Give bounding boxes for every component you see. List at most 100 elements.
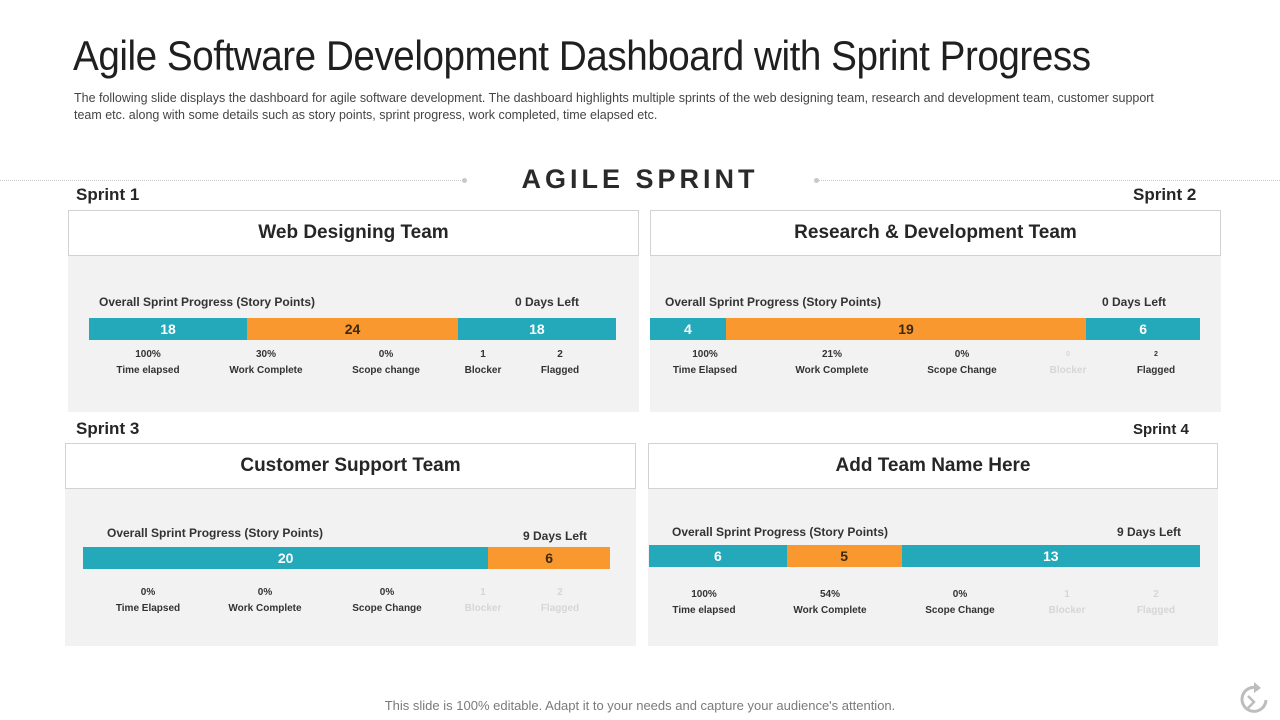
divider-left: [0, 180, 465, 181]
stat-label: Blocker: [1049, 365, 1087, 376]
sprint-1-days-left: 0 Days Left: [515, 295, 580, 309]
stat-label: Blocker: [464, 603, 502, 614]
stat-label: Scope Change: [925, 605, 995, 616]
progress-segment: 6: [1086, 318, 1200, 340]
stat-value: 100%: [135, 349, 161, 360]
sprint-3-panel: Customer Support Team Overall Sprint Pro…: [65, 443, 636, 646]
stat-value: 30%: [255, 349, 276, 360]
sprint-3-progress-label: Overall Sprint Progress (Story Points): [107, 526, 324, 540]
sprint-2-label: Sprint 2: [1133, 185, 1197, 204]
sprint-3-label: Sprint 3: [76, 419, 140, 438]
progress-segment: 18: [457, 318, 616, 340]
stat-label: Blocker: [464, 365, 502, 376]
stat-value: 2: [1153, 589, 1159, 600]
sprint-1-stat-flagged: 2 Flagged: [505, 347, 615, 379]
sprint-1-progress-bar: 18 24 18: [89, 318, 616, 340]
stat-label: Scope Change: [927, 365, 997, 376]
sprint-3-days-left: 9 Days Left: [523, 529, 588, 543]
stat-value: 54%: [819, 589, 840, 600]
sprint-2-stat-scope-change: 0% Scope Change: [907, 347, 1017, 379]
stat-label: Time Elapsed: [115, 603, 181, 614]
progress-segment: 18: [89, 318, 248, 340]
stat-label: Work Complete: [229, 365, 303, 376]
sprint-4-days-left: 9 Days Left: [1117, 525, 1182, 539]
sprint-1-progress-label: Overall Sprint Progress (Story Points): [99, 295, 316, 309]
stat-label: Work Complete: [793, 605, 867, 616]
stat-label: Scope Change: [352, 603, 422, 614]
refresh-arrow-icon: [1240, 682, 1268, 713]
sprint-4-stat-blocker: 1 Blocker: [1012, 587, 1122, 619]
section-title: AGILE SPRINT: [521, 164, 759, 194]
sprint-1-label: Sprint 1: [76, 185, 140, 204]
sprint-1-stat-work-complete: 30% Work Complete: [211, 347, 321, 379]
stat-label: Blocker: [1048, 605, 1086, 616]
footer-note: This slide is 100% editable. Adapt it to…: [384, 698, 896, 713]
sprint-4-stat-scope-change: 0% Scope Change: [905, 587, 1015, 619]
sprint-3-stat-flagged: 2 Flagged: [505, 585, 615, 617]
stat-value: 2: [1154, 351, 1158, 358]
sprint-4-panel: Add Team Name Here Overall Sprint Progre…: [648, 443, 1218, 646]
divider-right: [816, 180, 1280, 181]
stat-label: Time elapsed: [116, 365, 180, 376]
progress-segment: 13: [901, 545, 1200, 567]
stat-value: 0%: [140, 587, 156, 598]
sprint-3-stat-time-elapsed: 0% Time Elapsed: [93, 585, 203, 617]
sprint-3-progress-bar: 20 6: [83, 547, 610, 569]
stat-value: 0%: [954, 349, 970, 360]
sprint-2-progress-label: Overall Sprint Progress (Story Points): [665, 295, 882, 309]
sprint-3-stat-work-complete: 0% Work Complete: [210, 585, 320, 617]
sprint-2-stat-work-complete: 21% Work Complete: [777, 347, 887, 379]
stat-label: Time elapsed: [672, 605, 736, 616]
stat-value: 0%: [257, 587, 273, 598]
stat-label: Flagged: [1136, 605, 1176, 616]
progress-segment: 4: [650, 318, 726, 340]
stat-value: 0%: [952, 589, 968, 600]
sprint-1-stat-scope-change: 0% Scope change: [331, 347, 441, 379]
stat-value: 1: [1064, 589, 1070, 600]
stat-value: 2: [557, 349, 563, 360]
progress-segment: 6: [488, 547, 610, 569]
sprint-4-progress-label: Overall Sprint Progress (Story Points): [672, 525, 889, 539]
progress-segment: 5: [786, 545, 902, 567]
stat-value: 21%: [821, 349, 842, 360]
sprint-3-team-name: Customer Support Team: [65, 443, 636, 489]
sprint-4-label: Sprint 4: [1133, 421, 1189, 438]
stat-value: 100%: [692, 349, 718, 360]
sprint-2-stat-blocker: 0 Blocker: [1013, 347, 1123, 379]
sprint-3-stat-blocker: 1 Blocker: [428, 585, 538, 617]
sprint-1-panel: Web Designing Team Overall Sprint Progre…: [68, 210, 639, 412]
sprint-4-stat-flagged: 2 Flagged: [1101, 587, 1211, 619]
sprint-2-stat-flagged: 2 Flagged: [1101, 347, 1211, 379]
sprint-4-stat-time-elapsed: 100% Time elapsed: [649, 587, 759, 619]
sprint-2-stat-time-elapsed: 100% Time Elapsed: [650, 347, 760, 379]
stat-value: 2: [557, 587, 563, 598]
stat-label: Flagged: [1136, 365, 1176, 376]
stat-value: 0%: [378, 349, 394, 360]
progress-segment: 20: [83, 547, 489, 569]
stat-value: 1: [480, 349, 486, 360]
stat-label: Flagged: [540, 603, 580, 614]
sprint-4-progress-bar: 6 5 13: [649, 545, 1200, 567]
stat-value: 0: [1066, 351, 1070, 358]
stat-value: 1: [480, 587, 486, 598]
stat-label: Flagged: [540, 365, 580, 376]
sprint-2-panel: Research & Development Team Overall Spri…: [650, 210, 1221, 412]
sprint-1-stat-blocker: 1 Blocker: [428, 347, 538, 379]
stat-label: Time Elapsed: [672, 365, 738, 376]
stat-label: Work Complete: [795, 365, 869, 376]
sprint-2-team-name: Research & Development Team: [650, 210, 1221, 256]
sprint-4-stat-work-complete: 54% Work Complete: [775, 587, 885, 619]
stat-label: Work Complete: [228, 603, 302, 614]
sprint-3-stat-scope-change: 0% Scope Change: [332, 585, 442, 617]
stat-value: 100%: [691, 589, 717, 600]
divider-dot-left: [462, 178, 467, 183]
progress-segment: 19: [725, 318, 1087, 340]
page-title: Agile Software Development Dashboard wit…: [73, 32, 1091, 79]
progress-segment: 24: [247, 318, 458, 340]
sprint-4-team-name: Add Team Name Here: [648, 443, 1218, 489]
page-description: The following slide displays the dashboa…: [74, 90, 1154, 122]
progress-segment: 6: [649, 545, 787, 567]
stat-label: Scope change: [352, 365, 420, 376]
sprint-1-stat-time-elapsed: 100% Time elapsed: [93, 347, 203, 379]
sprint-2-days-left: 0 Days Left: [1102, 295, 1167, 309]
